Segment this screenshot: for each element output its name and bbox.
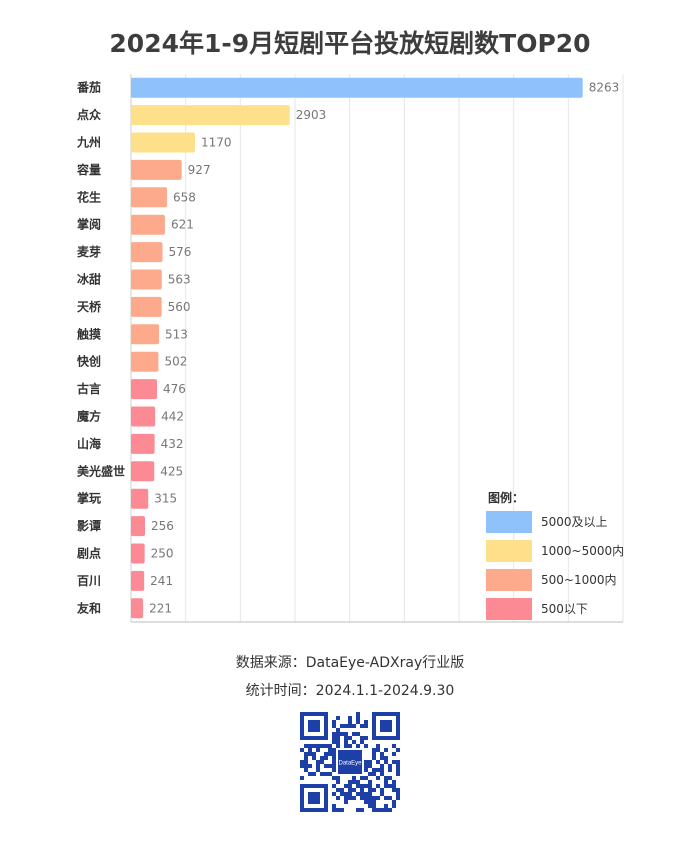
category-label: 番茄: [76, 80, 101, 95]
value-label: 256: [151, 519, 174, 533]
category-label: 麦芽: [77, 244, 101, 259]
bar: [131, 187, 167, 208]
value-label: 2903: [296, 108, 327, 122]
bar: [131, 132, 195, 153]
category-label: 触摸: [77, 326, 102, 341]
data-source: 数据来源：DataEye-ADXray行业版: [235, 655, 465, 671]
value-label: 241: [150, 574, 173, 588]
value-label: 315: [154, 492, 177, 506]
category-label: 友和: [76, 600, 101, 615]
bar: [131, 516, 145, 537]
value-label: 8263: [589, 81, 620, 95]
legend-label: 1000~5000内: [541, 544, 624, 558]
qr-logo-text: DataEye: [338, 761, 362, 767]
bars: [131, 77, 583, 619]
value-labels: 8263 2903 1170 927 658 621 576 563 560 513 502 476 4…: [149, 81, 619, 616]
bar: [131, 242, 163, 263]
bar: [131, 543, 145, 564]
category-label: 掌玩: [77, 491, 101, 506]
value-label: 621: [171, 218, 194, 232]
value-label: 1170: [201, 136, 232, 150]
value-label: 560: [168, 300, 191, 314]
legend-title: 图例：: [488, 490, 524, 505]
legend-label: 500~1000内: [541, 573, 617, 587]
legend-swatch: [486, 569, 532, 591]
value-label: 425: [160, 464, 183, 478]
value-label: 250: [151, 547, 174, 561]
category-label: 古言: [77, 381, 101, 396]
value-label: 432: [161, 437, 184, 451]
legend-label: 5000及以上: [541, 515, 608, 529]
bar: [131, 570, 145, 591]
legend: 图例： 5000及以上 1000~5000内 500~1000内 500以下: [486, 490, 624, 620]
bar: [131, 214, 165, 235]
bar: [131, 461, 155, 482]
category-label: 容量: [76, 162, 101, 177]
category-label: 快创: [77, 354, 101, 369]
bar: [131, 77, 583, 98]
legend-label: 500以下: [541, 602, 588, 616]
grid-lines: [130, 74, 624, 623]
bar: [131, 488, 149, 509]
value-label: 476: [163, 382, 186, 396]
category-label: 影谭: [77, 518, 101, 533]
bar: [131, 351, 159, 372]
value-label: 927: [188, 163, 211, 177]
bar: [131, 379, 158, 400]
bar-chart: 番茄点众九州容量花生掌阅麦芽冰甜天桥触摸快创古言魔方山海美光盛世掌玩影谭剧点百川…: [76, 74, 624, 623]
bar: [131, 598, 144, 619]
category-label: 剧点: [77, 546, 101, 561]
value-label: 576: [168, 245, 191, 259]
category-label: 九州: [76, 135, 101, 150]
time-period: 统计时间：2024.1.1-2024.9.30: [245, 683, 455, 699]
legend-swatch: [486, 540, 532, 562]
value-label: 513: [165, 327, 188, 341]
chart-title: 2024年1-9月短剧平台投放短剧数TOP20: [109, 29, 591, 58]
qr-code-icon: DataEye: [300, 712, 400, 812]
category-label: 百川: [77, 574, 101, 588]
category-labels: 番茄点众九州容量花生掌阅麦芽冰甜天桥触摸快创古言魔方山海美光盛世掌玩影谭剧点百川…: [76, 80, 125, 616]
value-label: 442: [161, 410, 184, 424]
bar: [131, 324, 160, 345]
category-label: 山海: [77, 436, 101, 451]
category-label: 掌阅: [77, 217, 101, 232]
category-label: 美光盛世: [77, 463, 125, 478]
bar: [131, 406, 156, 427]
value-label: 563: [168, 273, 191, 287]
category-label: 点众: [77, 107, 102, 122]
bar: [131, 296, 162, 317]
category-label: 冰甜: [77, 272, 101, 287]
value-label: 658: [173, 190, 196, 204]
value-label: 221: [149, 601, 172, 615]
category-label: 魔方: [77, 409, 101, 424]
bar: [131, 269, 162, 290]
bar: [131, 105, 290, 126]
bar: [131, 433, 155, 454]
legend-swatch: [486, 598, 532, 620]
bar: [131, 159, 182, 180]
legend-swatch: [486, 511, 532, 533]
value-label: 502: [164, 355, 187, 369]
category-label: 花生: [77, 189, 101, 204]
category-label: 天桥: [77, 299, 102, 314]
